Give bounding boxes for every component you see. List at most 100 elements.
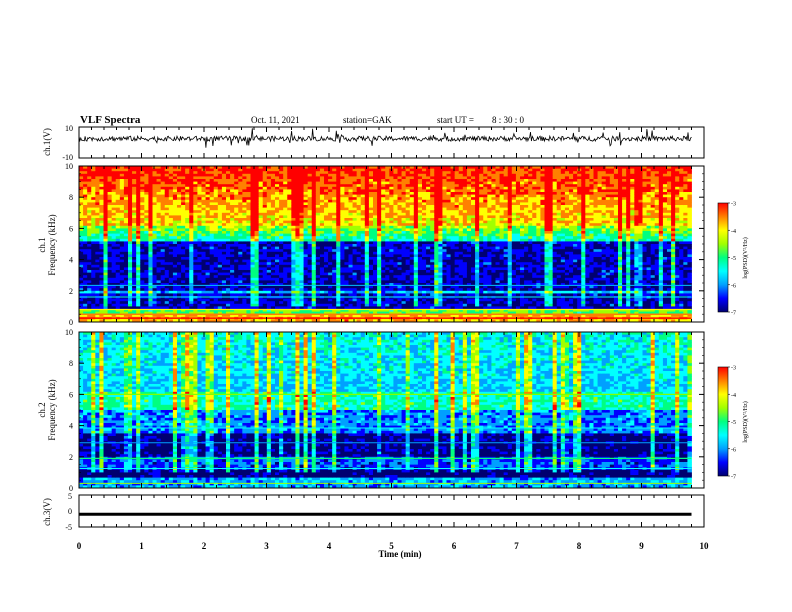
spectrogram-cell <box>205 238 211 242</box>
spectrogram-cell <box>254 199 260 203</box>
spectrogram-cell <box>246 207 251 211</box>
spectrogram-cell <box>295 192 300 195</box>
spectrogram-cell <box>336 264 341 268</box>
spectrogram-cell <box>144 285 149 289</box>
spectrogram-cell <box>189 220 194 224</box>
spectrogram-cell <box>197 277 202 281</box>
spectrogram-cell <box>83 202 88 206</box>
spectrogram-cell <box>311 231 317 234</box>
spectrogram-cell <box>275 314 280 318</box>
spectrogram-cell <box>360 168 366 172</box>
spectrogram-cell <box>160 309 166 312</box>
spectrogram-cell <box>234 314 239 318</box>
spectrogram-cell <box>213 298 219 302</box>
spectrogram-cell <box>311 179 317 182</box>
spectrogram-cell <box>172 194 178 198</box>
spectrogram-cell <box>373 241 378 245</box>
spectrogram-cell <box>373 277 378 281</box>
spectrogram-cell <box>79 249 84 253</box>
spectrogram-cell <box>348 228 353 232</box>
spectrogram-cell <box>95 306 100 310</box>
ch1-ytick-bottom: -10 <box>62 153 73 162</box>
spectrogram-cell <box>332 202 337 206</box>
spectrogram-cell <box>201 283 206 286</box>
spectrogram-cell <box>189 233 194 237</box>
spectrogram-cell <box>221 194 227 198</box>
spectrogram-cell <box>197 272 202 276</box>
spectrogram-cell <box>242 173 247 177</box>
spectrogram-cell <box>205 181 211 185</box>
spectrogram-cell <box>377 251 382 255</box>
spectrogram-cell <box>356 233 362 237</box>
spectrogram-cell <box>340 280 345 284</box>
spectrogram-cell <box>254 207 260 211</box>
spectrogram-cell <box>352 285 358 289</box>
spectrogram-cell <box>111 194 117 198</box>
spectrogram-cell <box>221 205 227 208</box>
spectrogram-cell <box>368 236 374 240</box>
spectrogram-cell <box>405 301 411 305</box>
spectrogram-cell <box>201 207 206 211</box>
spectrogram-cell <box>181 303 186 307</box>
spectrogram-cell <box>87 212 92 216</box>
spectrogram-cell <box>87 197 92 201</box>
spectrogram-cell <box>213 314 219 318</box>
spectrogram-cell <box>287 205 292 208</box>
spectrogram-cell <box>148 270 153 273</box>
spectrogram-cell <box>217 189 223 193</box>
spectrogram-cell <box>266 179 272 182</box>
spectrogram-cell <box>221 288 227 292</box>
spectrogram-cell <box>401 194 407 198</box>
spectrogram-cell <box>83 251 88 255</box>
spectrogram-cell <box>270 212 276 216</box>
spectrogram-cell <box>307 259 313 263</box>
spectrogram-cell <box>91 241 96 245</box>
spectrogram-cell <box>168 192 174 195</box>
spectrogram-cell <box>181 210 186 214</box>
spectrogram-cell <box>283 319 288 323</box>
spectrogram-cell <box>152 283 157 286</box>
spectrogram-cell <box>242 288 247 292</box>
spectrogram-cell <box>397 270 402 273</box>
spectrogram-cell <box>250 173 255 177</box>
spectrogram-cell <box>107 280 113 284</box>
spectrogram-cell <box>172 181 178 185</box>
spectrogram-cell <box>344 246 349 250</box>
spectrogram-cell <box>328 168 333 172</box>
spectrogram-cell <box>181 264 186 268</box>
spectrogram-cell <box>364 264 370 268</box>
spectrogram-cell <box>189 249 194 253</box>
spectrogram-cell <box>221 184 227 188</box>
spectrogram-cell <box>115 233 121 237</box>
spectrogram-cell <box>275 189 280 193</box>
spectrogram-cell <box>185 199 190 203</box>
spectrogram-cell <box>283 301 288 305</box>
spectrogram-cell <box>246 171 251 175</box>
spectrogram-cell <box>111 288 117 292</box>
spectrogram-cell <box>250 285 255 289</box>
spectrogram-cell <box>197 236 202 240</box>
spectrogram-cell <box>148 168 153 172</box>
spectrogram-cell <box>262 272 268 276</box>
spectrogram-cell <box>87 236 92 240</box>
spectrogram-cell <box>266 259 272 263</box>
spectrogram-cell <box>373 194 378 198</box>
spectrogram-cell <box>189 290 194 294</box>
spectrogram-cell <box>319 212 325 216</box>
spectrogram-cell <box>381 283 386 286</box>
spectrogram-cell <box>283 223 288 227</box>
spectrogram-cell <box>91 192 96 195</box>
spectrogram-cell <box>303 202 309 206</box>
spectrogram-cell <box>201 225 206 229</box>
spectrogram-cell <box>377 202 382 206</box>
spectrogram-cell <box>324 179 329 182</box>
spectrogram-cell <box>311 233 317 237</box>
spectrogram-cell <box>389 257 394 260</box>
spectrogram-cell <box>258 301 264 305</box>
spectrogram-cell <box>328 207 333 211</box>
spectrogram-cell <box>299 254 304 258</box>
spectrogram-cell <box>319 275 325 279</box>
spectrogram-cell <box>144 212 149 216</box>
spectrogram-cell <box>156 205 162 208</box>
spectrogram-cell <box>83 264 88 268</box>
